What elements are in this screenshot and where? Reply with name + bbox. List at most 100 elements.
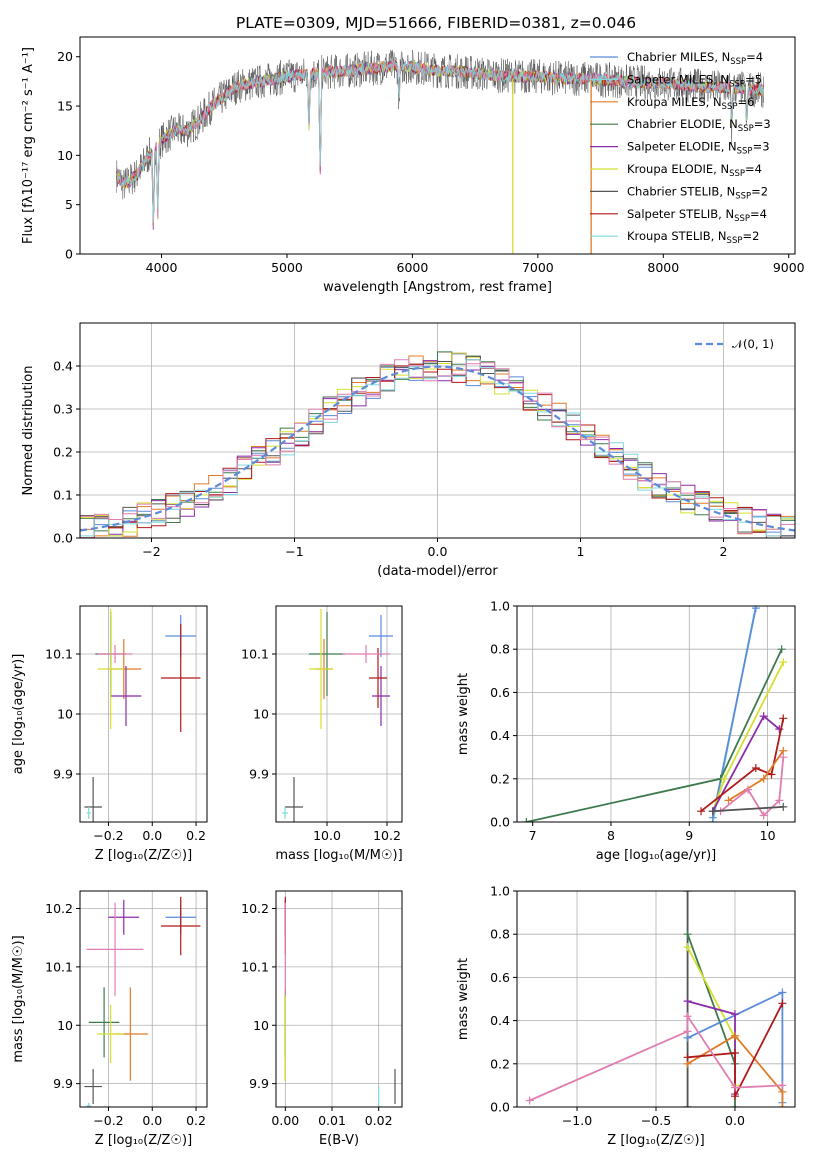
- legend-subscript: SSP: [730, 57, 746, 67]
- x-axis-label: Z [log₁₀(Z/Z☉)]: [607, 1133, 704, 1148]
- y-tick-label: 10.1: [45, 647, 73, 662]
- axes-spectrum: 4000 5000 6000 7000 8000 9000 0 5 10 15 20 waveleng…: [21, 47, 805, 295]
- y-tick-label: 1.0: [490, 884, 510, 899]
- x-axis-label: Z [log₁₀(Z/Z☉)]: [95, 848, 192, 863]
- legend-value: =2: [742, 229, 759, 243]
- y-tick-label: 0.2: [53, 445, 73, 460]
- weight-marker: [777, 645, 786, 654]
- errorbar-series: [84, 896, 201, 1107]
- x-tick-label: 7000: [522, 260, 554, 275]
- legend-subscript: SSP: [734, 214, 750, 224]
- y-tick-label: 10.1: [241, 959, 269, 974]
- legend-value: =4: [745, 162, 762, 176]
- weight-marker: [730, 1010, 739, 1019]
- legend-value: =2: [751, 184, 768, 198]
- legend-subscript: SSP: [722, 102, 738, 112]
- y-axis-label: mass weight: [456, 673, 471, 755]
- y-tick-label: 15: [57, 99, 73, 114]
- legend-value: =5: [745, 72, 762, 86]
- chart-root: 4000 5000 6000 7000 8000 9000 0 5 10 15 20 waveleng…: [11, 36, 805, 1148]
- legend-label: Chabrier ELODIE, NSSP=3: [627, 117, 771, 134]
- weight-series: [525, 891, 787, 1107]
- x-tick-label: −1.0: [562, 1113, 592, 1128]
- y-tick-label: 10: [253, 1018, 269, 1033]
- weight-line: [687, 1000, 736, 1094]
- weight-marker: [720, 774, 729, 783]
- weight-line: [712, 806, 784, 813]
- y-tick-label: 9.9: [53, 1076, 73, 1091]
- weight-marker: [751, 606, 760, 613]
- weight-marker: [683, 1027, 692, 1036]
- x-tick-label: 10.0: [313, 828, 341, 843]
- x-tick-label: 5000: [271, 260, 303, 275]
- legend-label: Salpeter ELODIE, NSSP=3: [627, 140, 770, 157]
- weight-marker: [683, 997, 692, 1006]
- weight-marker: [525, 1096, 534, 1105]
- spectrum-series: [116, 60, 764, 223]
- x-tick-label: 10: [760, 828, 776, 843]
- weight-marker: [730, 1031, 739, 1040]
- weight-marker: [683, 1103, 692, 1107]
- x-tick-label: −0.5: [641, 1113, 671, 1128]
- residuals-frame: [79, 322, 796, 539]
- y-tick-label: 0.8: [490, 642, 510, 657]
- y-tick-label: 10.1: [241, 647, 269, 662]
- weight-marker: [767, 770, 776, 779]
- x-axis-label: Z [log₁₀(Z/Z☉)]: [95, 1133, 192, 1148]
- y-tick-label: 5: [65, 197, 73, 212]
- y-tick-label: 9.9: [249, 767, 269, 782]
- legend-subscript: SSP: [737, 147, 753, 157]
- y-tick-label: 0.8: [490, 927, 510, 942]
- legend-label: Kroupa ELODIE, NSSP=4: [627, 162, 762, 179]
- weight-marker: [759, 712, 768, 721]
- age_vs_mass-frame: [275, 605, 403, 823]
- x-axis-label: mass [log₁₀(M/M☉)]: [275, 848, 402, 863]
- x-tick-label: 4000: [146, 260, 178, 275]
- x-tick-label: −0.2: [93, 828, 123, 843]
- axes-residuals: −2 −1 0.0 1 2 0.0 0.1 0.2 0.3 0.4 (data-model)/err…: [21, 323, 795, 579]
- weight-line: [686, 946, 736, 1086]
- x-tick-label: 0.0: [142, 1113, 162, 1128]
- legend-label: Salpeter STELIB, NSSP=4: [627, 207, 767, 224]
- weight-marker: [730, 1092, 739, 1101]
- x-tick-label: 0.2: [186, 828, 206, 843]
- x-tick-label: 8: [607, 828, 615, 843]
- x-tick-label: 7: [529, 828, 537, 843]
- x-tick-label: 2: [720, 544, 728, 559]
- x-tick-label: 0.00: [271, 1113, 299, 1128]
- y-tick-label: 1.0: [490, 599, 510, 614]
- y-tick-label: 0.0: [53, 531, 73, 546]
- y-tick-label: 10: [57, 707, 73, 722]
- x-axis-label: wavelength [Angstrom, rest frame]: [323, 280, 552, 295]
- legend-value: =4: [750, 207, 767, 221]
- y-tick-label: 0.2: [490, 771, 510, 786]
- x-tick-label: 9: [685, 828, 693, 843]
- y-axis-label: Flux [fλ10⁻¹⁷ erg cm⁻² s⁻¹ A⁻¹]: [21, 47, 36, 244]
- y-tick-label: 0.0: [490, 815, 510, 830]
- y-tick-label: 0: [65, 247, 73, 262]
- weight-marker: [779, 753, 788, 762]
- legend-subscript: SSP: [727, 236, 743, 246]
- y-tick-label: 0.4: [53, 359, 73, 374]
- axes-mass_vs_Z: −0.2 0.0 0.2 9.9 10 10.1 10.2 Z [log₁₀(Z/Z☉)] ma…: [11, 891, 207, 1148]
- legend-label: Chabrier STELIB, NSSP=2: [627, 184, 768, 201]
- weight-marker: [778, 999, 787, 1008]
- axes-age_vs_Z: −0.2 0.0 0.2 9.9 10 10.1 Z [log₁₀(Z/Z☉)] age [l…: [11, 606, 207, 863]
- legend-label: Salpeter MILES, NSSP=5: [627, 72, 762, 89]
- y-tick-label: 10: [57, 148, 73, 163]
- axes-weight_vs_Z: −1.0 −0.5 0.0 0.0 0.2 0.4 0.6 0.8 1.0 Z [log₁₀(Z/…: [456, 884, 795, 1148]
- histogram-series: [80, 351, 795, 538]
- y-tick-label: 0.0: [490, 1100, 510, 1115]
- weight-marker: [775, 725, 784, 734]
- legend-subscript: SSP: [729, 169, 745, 179]
- weight-marker: [683, 930, 692, 939]
- axes-mass_vs_EBV: 0.00 0.01 0.02 9.9 10 10.1 10.2 E(B-V): [241, 891, 402, 1148]
- x-tick-label: 0.0: [142, 828, 162, 843]
- legend-value: =6: [737, 95, 754, 109]
- y-tick-label: 10.1: [45, 959, 73, 974]
- weight-marker: [759, 811, 768, 820]
- weight-marker: [779, 802, 788, 811]
- weight-marker: [744, 785, 753, 794]
- y-axis-label: mass [log₁₀(M/M☉)]: [11, 935, 26, 1062]
- weight-marker: [751, 764, 760, 772]
